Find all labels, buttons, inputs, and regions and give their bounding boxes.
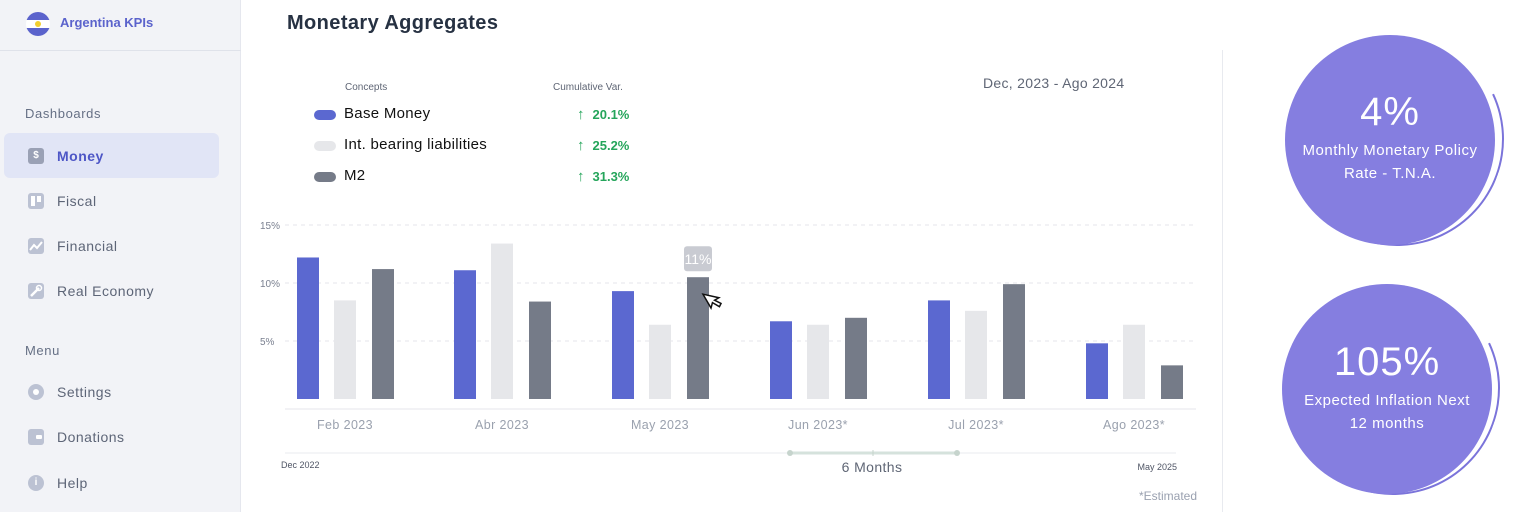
kpi-label: Monthly Monetary Policy Rate - T.N.A. [1302,142,1478,182]
menu-section-label: Menu [25,343,60,358]
x-tick-label: May 2023 [631,418,689,432]
range-window-label: 6 Months [842,459,903,475]
wallet-icon [28,429,44,445]
sidebar-item-money[interactable]: $ Money [4,133,219,178]
sidebar-item-real-economy[interactable]: Real Economy [4,268,219,313]
bar [297,257,319,399]
sidebar-item-donations[interactable]: Donations [4,414,219,459]
bar [372,269,394,399]
legend-swatch [314,172,336,182]
bar [1123,324,1145,399]
estimated-footnote: *Estimated [1139,489,1198,503]
cursor-icon [701,293,723,310]
bar [612,291,634,399]
date-range[interactable]: Dec, 2023 - Ago 2024 [983,75,1125,91]
x-tick-label: Ago 2023* [1103,418,1165,432]
arrow-up-icon: ↑ [577,137,585,154]
sidebar-item-fiscal[interactable]: Fiscal [4,178,219,223]
bar-chart: 15% 10% 5% Feb 2023 Abr 2023 May 2023 Jun 2023… [260,221,1196,475]
trend-icon [28,238,44,254]
bar [649,324,671,399]
sidebar-item-label: Donations [57,429,125,445]
bar [928,300,950,399]
tooltip-value: 11% [685,251,712,267]
x-tick-label: Jul 2023* [948,418,1004,432]
tooltip-box [684,246,712,272]
arrow-up-icon: ↑ [577,106,585,123]
sidebar-item-help[interactable]: i Help [4,460,219,505]
legend-name: M2 [344,167,366,184]
legend-variation: ↑ 31.3% [577,168,630,185]
bar [845,317,867,399]
sidebar-item-label: Settings [57,384,112,400]
brand[interactable]: Argentina KPIs [0,0,241,51]
x-tick-label: Jun 2023* [788,418,848,432]
sidebar-item-label: Money [57,148,104,164]
legend-variation: ↑ 20.1% [577,106,630,123]
dollar-icon: $ [28,148,44,164]
legend-name: Int. bearing liabilities [344,136,488,153]
range-start-label: Dec 2022 [281,460,320,470]
bar [491,243,513,399]
y-tick-label: 10% [260,279,280,290]
brand-name: Argentina KPIs [60,15,154,30]
arrow-up-icon: ↑ [577,168,585,185]
legend-variation-header: Cumulative Var. [553,82,623,93]
sidebar-item-financial[interactable]: Financial [4,223,219,268]
legend-swatch [314,141,336,151]
sidebar-item-label: Help [57,475,88,491]
x-tick-label: Abr 2023 [475,418,529,432]
bar [770,321,792,399]
bar [965,310,987,399]
sidebar-item-settings[interactable]: Settings [4,369,219,414]
board-icon [28,193,44,209]
kpi-policy-rate: 4% Monthly Monetary Policy Rate - T.N.A. [1285,35,1495,245]
kpi-value: 4% [1360,90,1420,134]
bar [454,270,476,399]
page-title: Monetary Aggregates [287,12,499,34]
info-icon: i [28,475,44,491]
bar [687,277,709,399]
sidebar-item-label: Financial [57,238,118,254]
bar [807,324,829,399]
dashboards-section-label: Dashboards [25,106,102,121]
kpi-value: 105% [1333,340,1441,384]
y-tick-label: 5% [260,337,275,348]
range-handle-start [787,450,793,456]
sidebar-item-label: Real Economy [57,283,155,299]
bar [1003,284,1025,399]
legend-variation: ↑ 25.2% [577,137,630,154]
legend-name: Base Money [344,105,431,122]
kpi-label: Expected Inflation Next 12 months [1304,392,1470,432]
bar [1086,343,1108,399]
y-tick-label: 15% [260,221,280,232]
gear-icon [28,384,44,400]
legend-concepts-header: Concepts [345,82,388,93]
kpi-expected-inflation: 105% Expected Inflation Next 12 months [1282,284,1492,494]
divider [1222,50,1223,512]
legend-swatch [314,110,336,120]
bar [334,300,356,399]
range-handle-end [954,450,960,456]
wrench-icon [28,283,44,299]
x-tick-label: Feb 2023 [317,418,373,432]
range-end-label: May 2025 [1137,462,1177,472]
argentina-flag-icon [26,12,50,36]
bar [1161,365,1183,399]
sidebar: Argentina KPIs Dashboards $ Money Fiscal… [0,0,241,512]
sidebar-item-label: Fiscal [57,193,97,209]
bar [529,301,551,399]
